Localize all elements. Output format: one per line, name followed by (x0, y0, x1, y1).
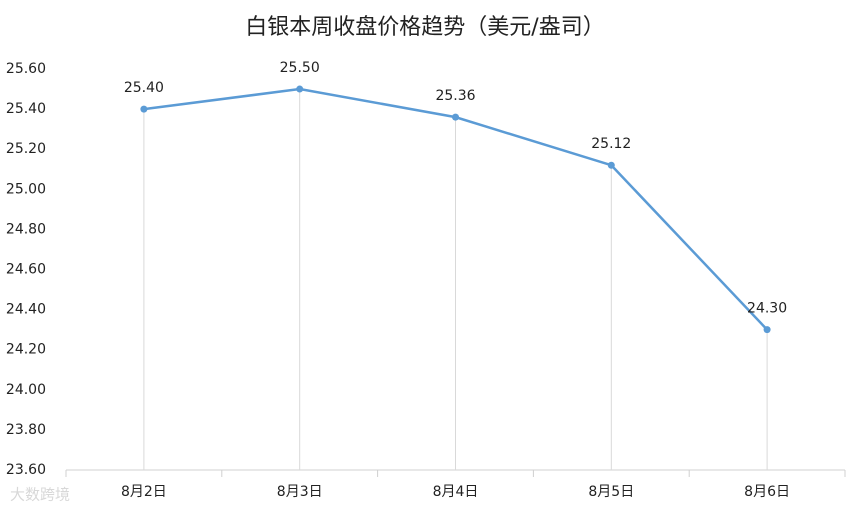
y-tick-label: 24.20 (6, 342, 46, 358)
x-tick-label: 8月5日 (588, 484, 634, 500)
watermark: 大数跨境 (10, 486, 70, 504)
y-tick-label: 24.40 (6, 302, 46, 318)
y-tick-label: 23.60 (6, 462, 46, 478)
point (763, 326, 771, 334)
y-tick-label: 23.80 (6, 422, 46, 438)
point (452, 113, 459, 121)
x-tick-label: 8月6日 (744, 484, 790, 500)
y-tick-label: 25.00 (6, 181, 46, 197)
data-label: 25.36 (435, 88, 475, 104)
y-tick-label: 25.60 (6, 61, 46, 77)
data-label: 25.40 (124, 80, 164, 96)
x-tick-label: 8月4日 (433, 484, 479, 500)
y-tick-label: 24.60 (6, 262, 46, 278)
y-tick-label: 25.40 (6, 101, 46, 117)
data-label: 25.12 (591, 136, 631, 152)
y-tick-label: 24.80 (6, 221, 46, 237)
y-tick-label: 25.20 (6, 141, 46, 157)
point (607, 161, 615, 169)
point (140, 105, 148, 113)
y-tick-label: 24.00 (6, 382, 46, 398)
x-tick-label: 8月2日 (121, 484, 167, 500)
point (296, 85, 304, 93)
chart-title: 白银本周收盘价格趋势（美元/盎司） (245, 15, 604, 40)
data-label: 24.30 (747, 301, 787, 317)
data-label: 25.50 (280, 60, 320, 76)
x-tick-label: 8月3日 (277, 484, 323, 500)
